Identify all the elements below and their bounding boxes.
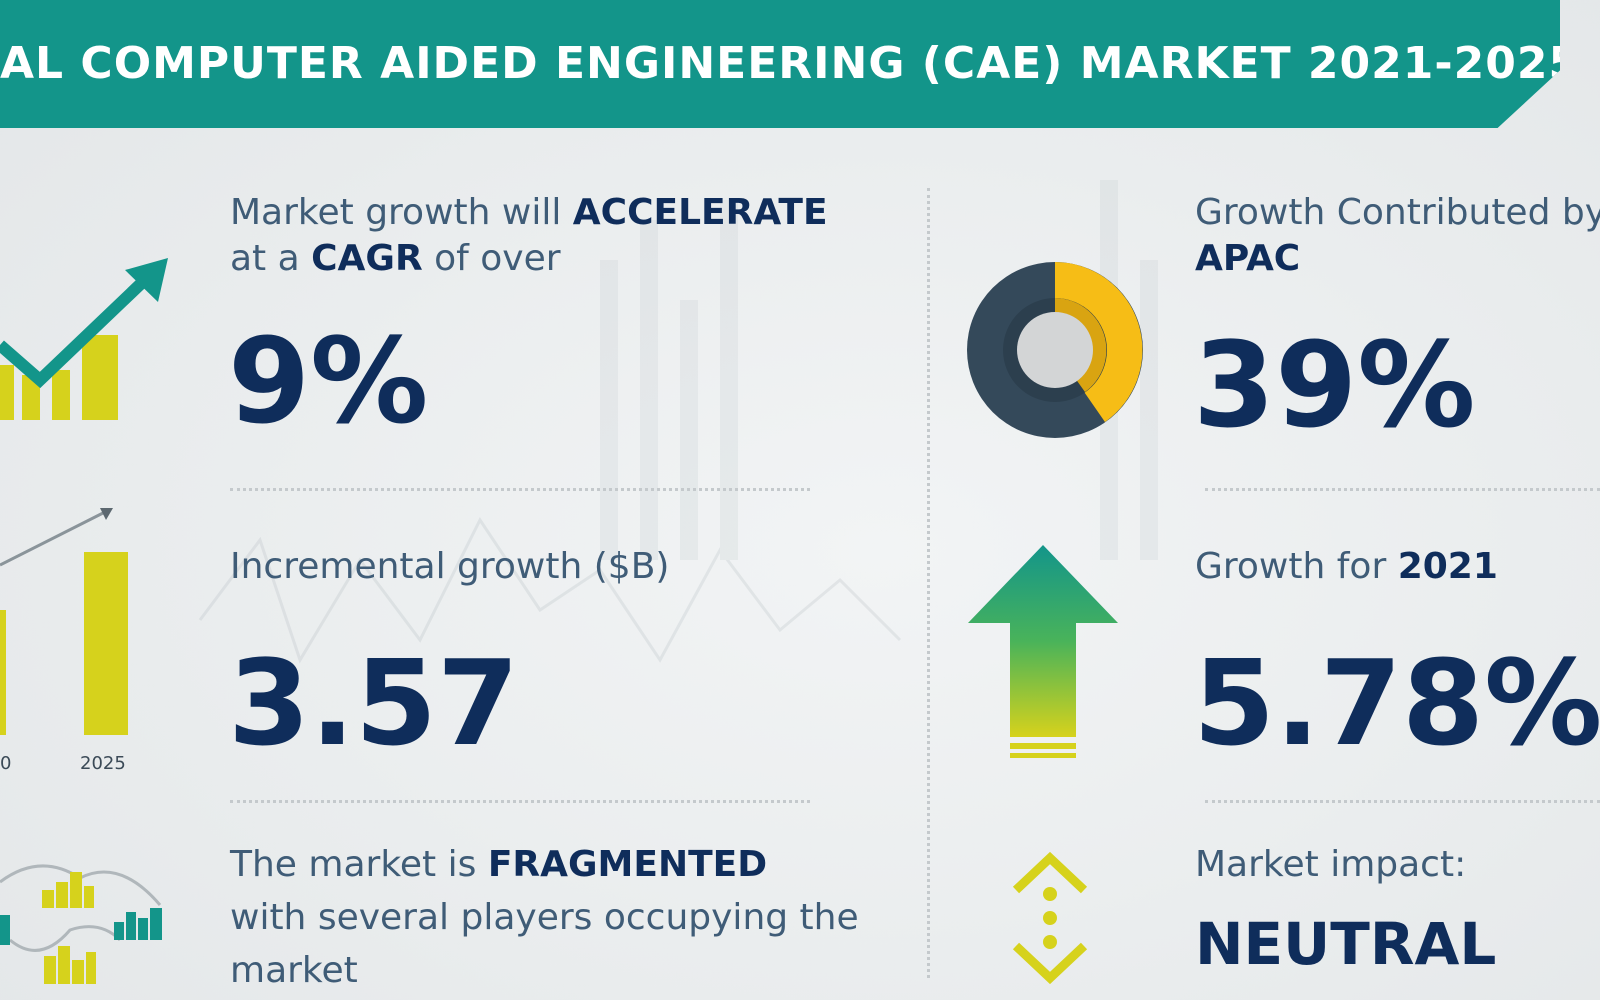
up-arrow-icon — [968, 545, 1118, 758]
left-separator-1 — [230, 488, 810, 491]
fragmented-label: The market is FRAGMENTED — [230, 844, 767, 885]
cagr-term: CAGR — [311, 238, 423, 279]
fragmented-line2: with several players occupying the — [230, 897, 859, 938]
growth-2021-label-text: Growth for — [1195, 546, 1398, 587]
year-label-2025: 2025 — [80, 753, 126, 774]
fragmented-line3: market — [230, 950, 358, 991]
growth-chart-icon — [0, 258, 168, 420]
apac-region-text: APAC — [1195, 238, 1301, 279]
header-banner: AL COMPUTER AIDED ENGINEERING (CAE) MARK… — [0, 0, 1560, 128]
growth-2021-value: 5.78% — [1193, 634, 1600, 772]
neutral-impact-icon — [1012, 851, 1088, 985]
apac-label: Growth Contributed by — [1195, 192, 1600, 233]
cagr-label-line2: at a CAGR of over — [230, 238, 561, 279]
right-separator-2 — [1205, 800, 1600, 803]
players-network-icon — [0, 864, 162, 984]
fragmented-term: FRAGMENTED — [487, 844, 768, 885]
year-label-start: 0 — [0, 753, 12, 774]
page-title: AL COMPUTER AIDED ENGINEERING (CAE) MARK… — [0, 38, 1581, 89]
impact-label: Market impact: — [1195, 844, 1467, 885]
donut-chart-icon — [967, 262, 1143, 438]
cagr-label: Market growth will ACCELERATE — [230, 192, 828, 233]
background-graph-decoration — [198, 180, 1158, 664]
left-separator-2 — [230, 800, 810, 803]
cagr-accelerate: ACCELERATE — [572, 192, 828, 233]
right-separator-1 — [1205, 488, 1600, 491]
cagr-label-at: at a — [230, 238, 312, 279]
cagr-value: 9% — [228, 312, 429, 450]
column-divider — [927, 188, 930, 978]
apac-region: APAC — [1195, 238, 1300, 279]
cagr-label-text: Market growth will — [230, 192, 573, 233]
apac-value: 39% — [1193, 316, 1476, 454]
incremental-label: Incremental growth ($B) — [230, 546, 670, 587]
incremental-value: 3.57 — [228, 634, 520, 772]
fragmented-label-text: The market is — [230, 844, 488, 885]
incremental-bar-icon — [0, 508, 128, 735]
cagr-label-over: of over — [422, 238, 561, 279]
growth-2021-year: 2021 — [1397, 546, 1498, 587]
growth-2021-label: Growth for 2021 — [1195, 546, 1498, 587]
impact-value: NEUTRAL — [1195, 910, 1497, 978]
